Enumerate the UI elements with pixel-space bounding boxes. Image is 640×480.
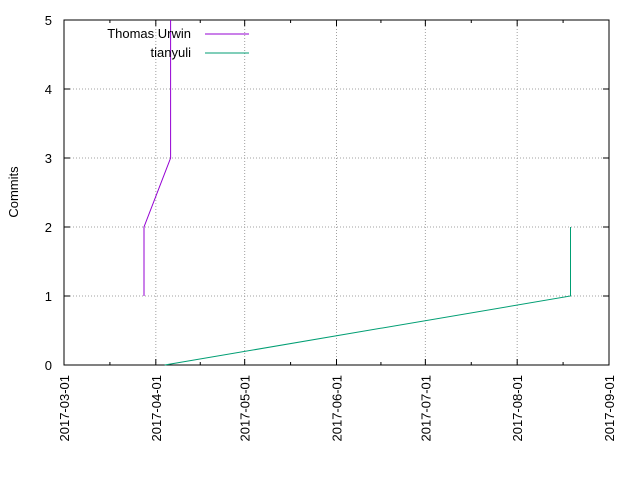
legend-label: Thomas Urwin xyxy=(107,26,191,41)
series-lines xyxy=(143,20,571,366)
x-tick-label: 2017-04-01 xyxy=(149,375,164,442)
y-tick-label: 2 xyxy=(45,220,52,235)
y-axis-label: Commits xyxy=(6,166,21,218)
x-tick-label: 2017-07-01 xyxy=(418,375,433,442)
legend: Thomas Urwin tianyuli xyxy=(107,26,249,60)
plot-border xyxy=(63,19,610,366)
x-tick-label: 2017-05-01 xyxy=(238,375,253,442)
legend-label: tianyuli xyxy=(151,45,192,60)
x-tick-label: 2017-06-01 xyxy=(330,375,345,442)
y-tick-label: 0 xyxy=(45,358,52,373)
series-line xyxy=(143,20,172,296)
y-tick-label: 5 xyxy=(45,13,52,28)
y-tick-label: 4 xyxy=(45,82,52,97)
y-tick-label: 1 xyxy=(45,289,52,304)
x-tick-label: 2017-08-01 xyxy=(510,375,525,442)
grid-lines xyxy=(64,20,609,365)
series-line xyxy=(164,227,571,366)
axes: 0 1 2 3 4 5 2017-03-01 2017-04-01 2017-05-01 2017… xyxy=(45,13,617,442)
y-tick-label: 3 xyxy=(45,151,52,166)
x-tick-label: 2017-03-01 xyxy=(57,375,72,442)
x-tick-label: 2017-09-01 xyxy=(602,375,617,442)
